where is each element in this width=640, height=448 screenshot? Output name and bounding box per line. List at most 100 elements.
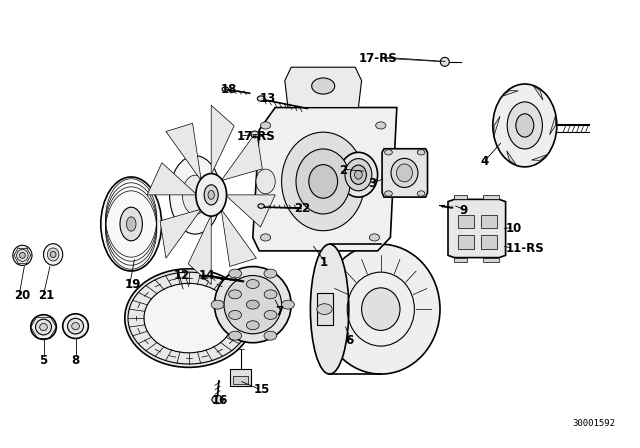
Polygon shape [533, 86, 543, 100]
Ellipse shape [36, 319, 52, 335]
Polygon shape [507, 151, 516, 165]
Text: 21: 21 [38, 289, 54, 302]
Polygon shape [494, 116, 500, 136]
Text: 18: 18 [221, 83, 237, 96]
Ellipse shape [282, 132, 365, 231]
Ellipse shape [355, 170, 362, 179]
Circle shape [246, 300, 259, 309]
Ellipse shape [170, 156, 221, 234]
Ellipse shape [182, 175, 208, 215]
Text: 12: 12 [174, 269, 190, 282]
Polygon shape [253, 108, 397, 251]
Ellipse shape [204, 185, 218, 205]
Polygon shape [483, 258, 499, 262]
Ellipse shape [40, 323, 47, 331]
Circle shape [260, 122, 271, 129]
Circle shape [417, 150, 425, 155]
Ellipse shape [72, 323, 79, 330]
Text: 9: 9 [460, 204, 468, 217]
Ellipse shape [125, 269, 253, 367]
Ellipse shape [31, 314, 56, 340]
Ellipse shape [127, 217, 136, 231]
Ellipse shape [63, 314, 88, 339]
Ellipse shape [493, 84, 557, 167]
Bar [481, 235, 497, 249]
Ellipse shape [256, 169, 275, 194]
Text: 4: 4 [480, 155, 488, 168]
Bar [481, 215, 497, 228]
Text: 3: 3 [368, 177, 376, 190]
Bar [458, 215, 474, 228]
Text: 11-RS: 11-RS [506, 242, 545, 255]
Ellipse shape [322, 244, 440, 374]
Ellipse shape [208, 190, 214, 199]
Ellipse shape [296, 149, 351, 214]
Polygon shape [221, 209, 257, 267]
Ellipse shape [20, 253, 26, 258]
Ellipse shape [391, 159, 418, 187]
Ellipse shape [339, 152, 378, 197]
Circle shape [229, 269, 242, 278]
Text: 14: 14 [198, 269, 215, 282]
Ellipse shape [17, 249, 28, 262]
Polygon shape [531, 155, 547, 160]
Ellipse shape [214, 267, 291, 343]
Ellipse shape [120, 207, 142, 241]
Polygon shape [454, 258, 467, 262]
Text: 7: 7 [275, 305, 284, 318]
Bar [317, 293, 333, 325]
Text: 20: 20 [14, 289, 30, 302]
Bar [230, 369, 251, 386]
Text: 6: 6 [346, 334, 354, 347]
Text: 16: 16 [211, 394, 228, 408]
Polygon shape [454, 195, 467, 199]
Ellipse shape [144, 284, 234, 353]
Ellipse shape [13, 246, 32, 265]
Text: 5: 5 [40, 354, 47, 367]
Circle shape [312, 78, 335, 94]
Circle shape [369, 234, 380, 241]
Ellipse shape [224, 276, 282, 334]
Text: 22: 22 [294, 202, 310, 215]
Circle shape [246, 321, 259, 330]
Ellipse shape [310, 244, 349, 374]
Text: 8: 8 [72, 354, 79, 367]
Circle shape [229, 331, 242, 340]
Ellipse shape [100, 177, 161, 271]
Ellipse shape [196, 173, 227, 216]
Ellipse shape [258, 204, 264, 208]
Circle shape [264, 331, 277, 340]
Text: 10: 10 [506, 222, 522, 235]
Text: 19: 19 [125, 278, 141, 291]
Polygon shape [550, 115, 556, 135]
Ellipse shape [351, 165, 367, 185]
Bar [233, 376, 248, 384]
Text: 15: 15 [253, 383, 270, 396]
Ellipse shape [309, 165, 338, 198]
Circle shape [264, 290, 277, 299]
Ellipse shape [507, 102, 543, 149]
Ellipse shape [362, 288, 400, 331]
Text: 2: 2 [339, 164, 348, 177]
Ellipse shape [222, 87, 228, 91]
Ellipse shape [516, 114, 534, 137]
Circle shape [228, 290, 241, 299]
Ellipse shape [47, 248, 59, 261]
Circle shape [264, 310, 277, 319]
Ellipse shape [212, 396, 223, 404]
Circle shape [376, 122, 386, 129]
Ellipse shape [44, 244, 63, 265]
Polygon shape [166, 123, 201, 181]
Ellipse shape [51, 251, 56, 258]
Polygon shape [211, 105, 234, 175]
Polygon shape [285, 67, 362, 108]
Circle shape [211, 300, 224, 309]
Circle shape [417, 191, 425, 196]
Ellipse shape [251, 131, 259, 138]
Text: 17-RS: 17-RS [358, 52, 397, 65]
Circle shape [317, 304, 332, 314]
Polygon shape [221, 132, 262, 181]
Circle shape [385, 150, 392, 155]
Circle shape [260, 234, 271, 241]
Text: 1: 1 [320, 255, 328, 269]
